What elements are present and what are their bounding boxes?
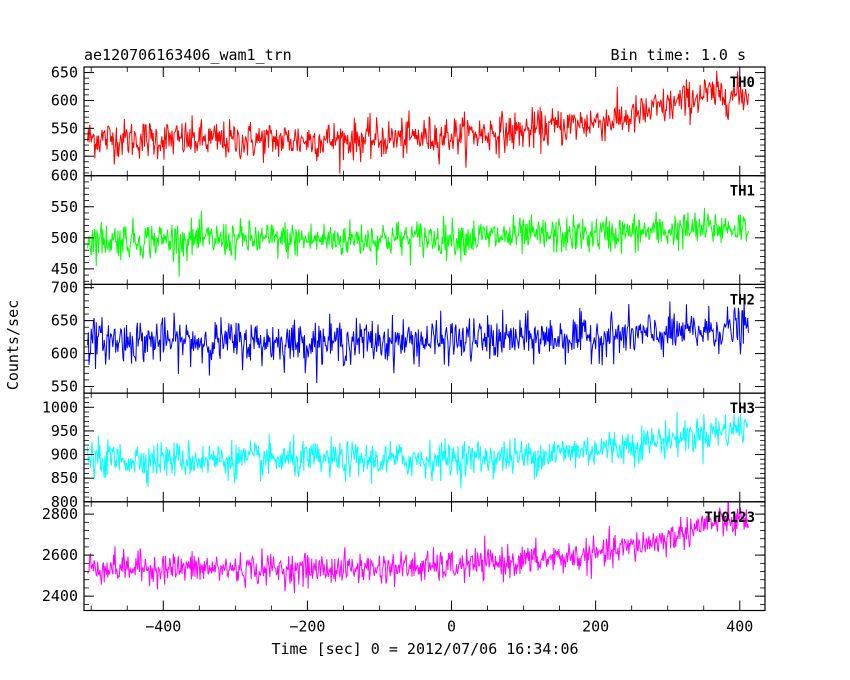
y-tick-label: 700 <box>51 279 78 297</box>
y-tick-label: 650 <box>51 64 78 82</box>
y-tick-label: 500 <box>51 147 78 165</box>
x-axis-label: Time [sec] 0 = 2012/07/06 16:34:06 <box>271 640 578 658</box>
panel-label-th0123: TH0123 <box>704 510 755 526</box>
y-tick-label: 550 <box>51 119 78 137</box>
x-tick-label: 400 <box>726 618 753 636</box>
y-tick-label: 450 <box>51 260 78 278</box>
panel-label-th0: TH0 <box>730 75 755 91</box>
x-tick-label: 0 <box>447 618 456 636</box>
panel-th3: 800 850 900 950 1000 TH3 <box>42 392 766 511</box>
panel-label-th3: TH3 <box>730 401 755 417</box>
series-line-th0 <box>87 70 749 174</box>
panel-label-th1: TH1 <box>730 184 755 200</box>
y-tick-label: 500 <box>51 229 78 247</box>
series-line-th2 <box>87 300 749 384</box>
x-tick-label: −200 <box>289 618 325 636</box>
chart-subtitle: Bin time: 1.0 s <box>611 46 746 64</box>
y-tick-label: 550 <box>51 198 78 216</box>
y-axis-label: Counts/sec <box>4 300 22 390</box>
y-tick-label: 1000 <box>42 398 78 416</box>
y-tick-label: 600 <box>51 91 78 109</box>
panel-frame <box>83 501 766 612</box>
x-axis: −400 −200 0 200 400 <box>145 618 753 636</box>
y-tick-label: 900 <box>51 446 78 464</box>
panels-group: 500 550 600 650 TH0 450 500 550 600 TH1 550 600 650 7… <box>42 64 766 612</box>
y-tick-label: 650 <box>51 312 78 330</box>
x-tick-label: 200 <box>582 618 609 636</box>
y-tick-label: 550 <box>51 378 78 396</box>
y-tick-label: 850 <box>51 469 78 487</box>
panel-th0: 500 550 600 650 TH0 <box>51 64 766 177</box>
y-tick-label: 600 <box>51 167 78 185</box>
panel-th2: 550 600 650 700 TH2 <box>51 279 766 396</box>
chart-title: ae120706163406_wam1_trn <box>84 46 292 64</box>
y-tick-label: 2600 <box>42 546 78 564</box>
y-tick-label: 950 <box>51 422 78 440</box>
panel-th0123: 2400 2600 2800 TH0123 <box>42 501 766 612</box>
y-tick-label: 2800 <box>42 505 78 523</box>
y-tick-label: 600 <box>51 345 78 363</box>
series-line-th1 <box>87 207 749 277</box>
panel-th1: 450 500 550 600 TH1 <box>51 167 766 285</box>
y-tick-label: 2400 <box>42 587 78 605</box>
panel-label-th2: TH2 <box>730 292 755 308</box>
x-tick-label: −400 <box>145 618 181 636</box>
series-line-th3 <box>87 411 749 489</box>
panel-frame <box>83 392 766 503</box>
y-tick-label: 800 <box>51 493 78 511</box>
series-line-th0123 <box>87 501 749 594</box>
